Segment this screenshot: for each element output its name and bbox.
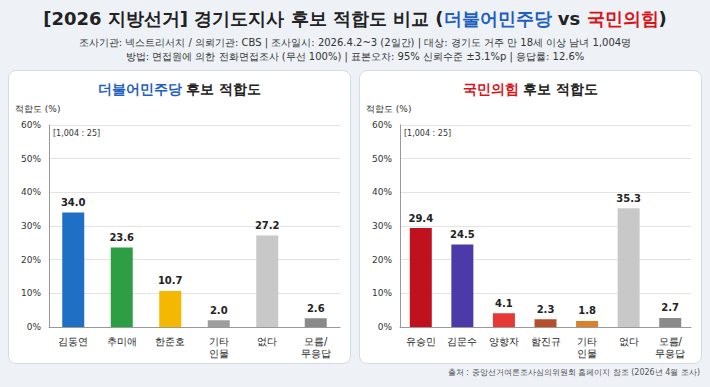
svg-text:10%: 10% xyxy=(372,288,392,298)
svg-text:1.8: 1.8 xyxy=(578,305,596,316)
svg-text:50%: 50% xyxy=(372,154,392,164)
svg-text:60%: 60% xyxy=(21,120,41,130)
svg-text:인물: 인물 xyxy=(209,348,229,359)
svg-text:0%: 0% xyxy=(378,322,393,332)
svg-text:29.4: 29.4 xyxy=(408,213,433,224)
svg-text:10.7: 10.7 xyxy=(158,275,183,286)
svg-text:35.3: 35.3 xyxy=(616,193,641,204)
html-text:방법: 면접원에 의한 전화면접조사 (무선 100%) |: 방법: 면접원에 의한 전화면접조사 (무선 100%) | 표본오차: 95%… xyxy=(125,51,585,62)
svg-text:0%: 0% xyxy=(27,322,42,332)
svg-text:모름/: 모름/ xyxy=(304,336,328,347)
svg-text:40%: 40% xyxy=(372,187,392,197)
svg-text:27.2: 27.2 xyxy=(255,220,280,231)
svg-text:30%: 30% xyxy=(21,221,41,231)
svg-text:20%: 20% xyxy=(372,255,392,265)
svg-text:적합도 (%): 적합도 (%) xyxy=(15,104,60,114)
svg-text:2.7: 2.7 xyxy=(661,302,679,313)
svg-text:20%: 20% xyxy=(21,255,41,265)
svg-text:더불어민주당: 더불어민주당 xyxy=(98,81,182,97)
svg-text:60%: 60% xyxy=(372,120,392,130)
svg-text:10%: 10% xyxy=(21,288,41,298)
svg-text:30%: 30% xyxy=(372,221,392,231)
svg-text:기타: 기타 xyxy=(577,336,597,347)
svg-text:50%: 50% xyxy=(21,154,41,164)
svg-text:기타: 기타 xyxy=(209,336,229,347)
svg-text:김문수: 김문수 xyxy=(447,336,477,347)
svg-text:후보 적합도: 후보 적합도 xyxy=(519,81,599,97)
svg-text:없다: 없다 xyxy=(619,336,639,347)
svg-text:24.5: 24.5 xyxy=(450,229,475,240)
html-text:[2026 지방선거] 경기도지사 후보 적합도 비교 (더: [2026 지방선거] 경기도지사 후보 적합도 비교 (더불어민주당vs국민의… xyxy=(43,8,667,29)
svg-text:인물: 인물 xyxy=(577,348,597,359)
svg-text:모름/: 모름/ xyxy=(659,336,683,347)
svg-text:후보 적합도: 후보 적합도 xyxy=(182,81,262,97)
svg-text:[1,004 : 25]: [1,004 : 25] xyxy=(404,129,451,138)
svg-text:23.6: 23.6 xyxy=(109,232,134,243)
svg-text:40%: 40% xyxy=(21,187,41,197)
svg-text:함진규: 함진규 xyxy=(531,336,561,347)
svg-text:추미애: 추미애 xyxy=(107,336,137,347)
svg-text:2.3: 2.3 xyxy=(537,304,555,315)
svg-text:2.6: 2.6 xyxy=(307,303,325,314)
svg-text:김동연: 김동연 xyxy=(58,336,88,347)
svg-text:4.1: 4.1 xyxy=(495,298,513,309)
html-text:출처 : 중앙선거여론조사심의위원회 홈페이지 참조 (20: 출처 : 중앙선거여론조사심의위원회 홈페이지 참조 (2026년 4월 조사) xyxy=(447,368,700,377)
svg-text:무응답: 무응답 xyxy=(301,348,331,359)
svg-text:34.0: 34.0 xyxy=(61,197,86,208)
svg-text:유승민: 유승민 xyxy=(406,336,436,347)
svg-text:적합도 (%): 적합도 (%) xyxy=(366,104,411,114)
svg-text:양향자: 양향자 xyxy=(489,336,519,347)
svg-text:한준호: 한준호 xyxy=(155,336,185,347)
html-text:조사기관: 넥스트리서치 / 의뢰기관: CBS | 조사일: 조사기관: 넥스트리서치 / 의뢰기관: CBS | 조사일시: 2026.4.… xyxy=(78,37,632,48)
svg-text:무응답: 무응답 xyxy=(655,348,685,359)
svg-text:[1,004 : 25]: [1,004 : 25] xyxy=(53,129,100,138)
svg-text:2.0: 2.0 xyxy=(210,305,228,316)
svg-text:없다: 없다 xyxy=(257,336,277,347)
svg-text:국민의힘: 국민의힘 xyxy=(463,81,519,97)
